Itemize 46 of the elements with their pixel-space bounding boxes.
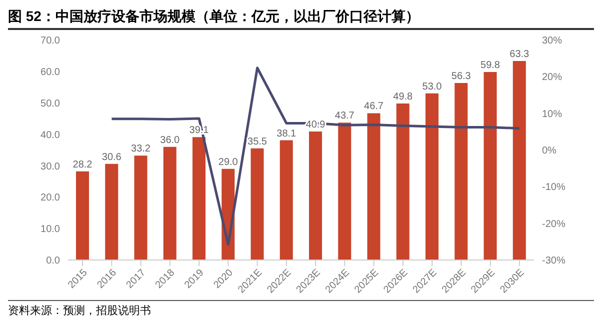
y-tick-label: 40.0: [40, 130, 60, 141]
data-label: 33.2: [131, 144, 151, 155]
bar: [192, 137, 206, 260]
y-tick-label: 50.0: [40, 98, 60, 110]
y2-tick-label: -20%: [542, 218, 566, 230]
y-tick-label: 0.0: [46, 256, 60, 267]
y2-tick-label: -30%: [542, 256, 566, 267]
data-label: 35.5: [248, 136, 268, 148]
data-label: 36.0: [160, 134, 180, 146]
data-label: 28.2: [72, 159, 93, 170]
bar: [512, 61, 526, 260]
data-label: 38.1: [276, 128, 297, 140]
data-label: 59.8: [480, 60, 500, 72]
y-tick-label: 30.0: [40, 161, 60, 172]
bar: [163, 146, 176, 260]
bar: [76, 171, 89, 260]
y2-tick-label: 10%: [542, 108, 562, 120]
bar: [338, 122, 352, 260]
text: 资料来源：预测，招股说明书: [8, 303, 594, 318]
data-label: 43.7: [334, 110, 355, 122]
y2-tick-label: 20%: [542, 72, 562, 84]
data-label: 63.3: [510, 49, 530, 60]
y2-tick-label: -10%: [542, 182, 566, 194]
bar: [396, 103, 410, 260]
data-label: 30.6: [102, 152, 122, 163]
y-tick-label: 60.0: [40, 66, 60, 78]
chart-title: 图 52：中国放疗设备市场规模（单位：亿元，以出厂价口径计算）: [8, 8, 594, 30]
y2-tick-label: 30%: [542, 36, 562, 47]
bar: [484, 72, 497, 260]
bar: [367, 113, 380, 260]
bar: [105, 164, 118, 260]
bar: [280, 140, 293, 260]
bar: [134, 156, 148, 260]
y-tick-label: 10.0: [40, 224, 60, 236]
data-label: 53.0: [422, 81, 442, 92]
bar: [426, 93, 438, 260]
bar: [309, 131, 322, 260]
y2-tick-label: 0%: [542, 146, 557, 157]
data-label: 46.7: [364, 101, 384, 112]
y-tick-label: 20.0: [40, 192, 60, 204]
data-label: 49.8: [393, 91, 414, 102]
data-label: 29.0: [218, 156, 238, 168]
y-tick-label: 70.0: [40, 36, 60, 47]
bar: [454, 83, 468, 260]
data-label: 56.3: [451, 71, 472, 82]
bar: [250, 148, 264, 260]
